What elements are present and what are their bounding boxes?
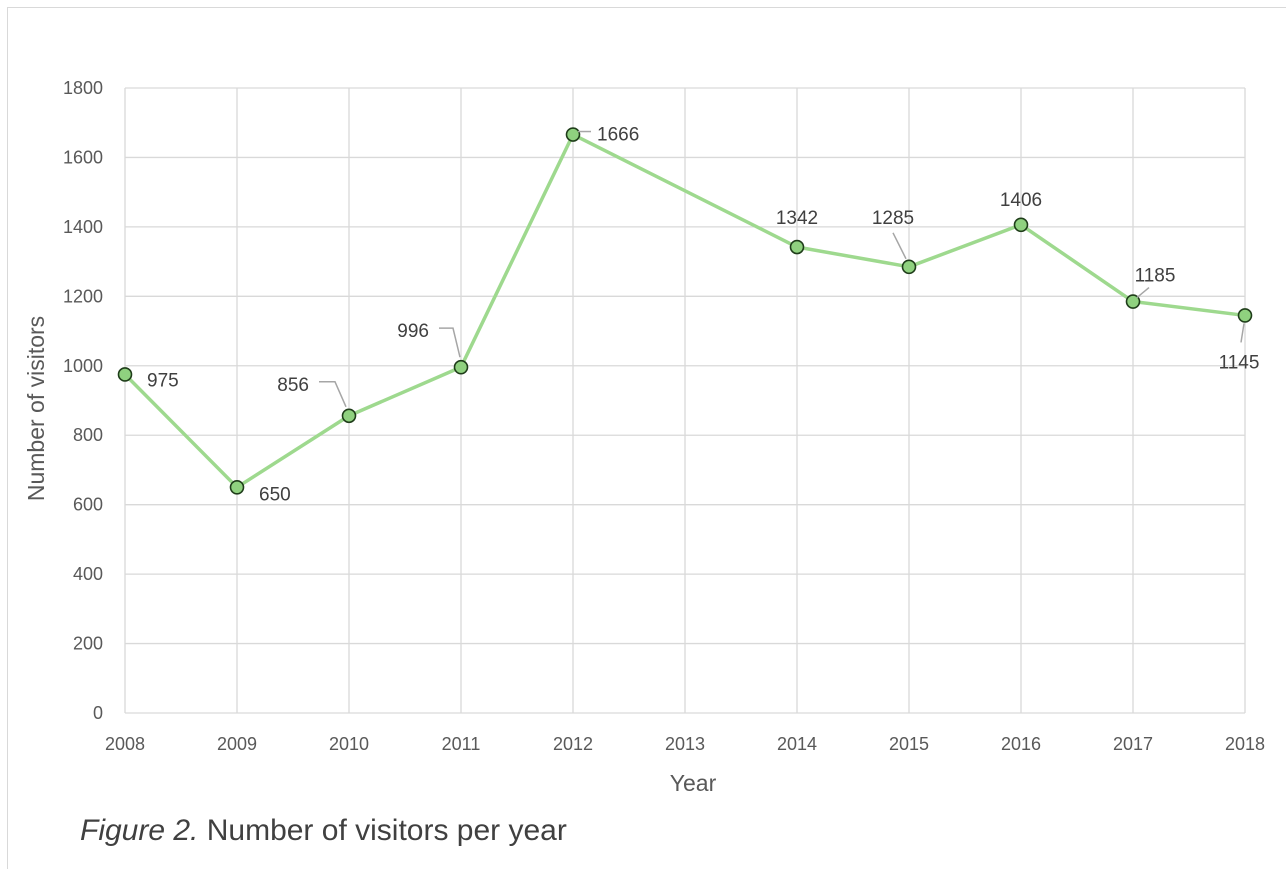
x-tick-label: 2008 <box>105 734 145 754</box>
data-point <box>1237 308 1253 323</box>
y-tick-label: 1800 <box>63 78 103 98</box>
caption-text: Number of visitors per year <box>198 814 567 847</box>
series-line <box>123 132 1246 490</box>
x-tick-label: 2016 <box>1001 734 1041 754</box>
data-point <box>1125 294 1141 309</box>
figure-number: Figure 2. <box>80 814 199 847</box>
x-tick-label: 2010 <box>329 734 369 754</box>
x-tick-label: 2011 <box>442 734 481 754</box>
x-tick-label: 2012 <box>553 734 593 754</box>
y-axis-title: Number of visitors <box>23 316 49 501</box>
figure-caption: Figure 2. Number of visitors per year <box>80 814 567 848</box>
y-tick-label: 200 <box>73 634 103 654</box>
leader-line <box>1136 286 1150 299</box>
x-tick-label: 2013 <box>665 734 705 754</box>
x-tick-label: 2014 <box>777 734 817 754</box>
y-tick-label: 600 <box>73 495 103 515</box>
data-label: 1145 <box>1219 352 1260 373</box>
y-tick-label: 800 <box>73 425 103 445</box>
data-labels: 975 650 856 996 1666 1342 1285 1406 1185 1145 <box>147 125 1259 506</box>
chart-frame <box>7 7 1286 869</box>
leader-line <box>319 381 347 408</box>
y-tick-label: 0 <box>93 703 103 723</box>
y-tick-label: 1600 <box>63 147 103 167</box>
data-label: 856 <box>277 375 309 396</box>
data-label: 650 <box>259 484 291 505</box>
y-tick-label: 1400 <box>63 217 103 237</box>
x-tick-label: 2017 <box>1113 734 1153 754</box>
x-axis-ticks: 2008 2009 2010 2011 2012 2013 2014 2015 2016 2017… <box>105 734 1265 754</box>
data-point <box>341 408 357 424</box>
data-point <box>453 359 469 375</box>
data-label: 996 <box>397 321 429 342</box>
y-tick-label: 1200 <box>63 286 103 306</box>
data-point <box>229 480 245 495</box>
series-group <box>117 127 1253 495</box>
leader-line <box>1240 323 1245 343</box>
grid-lines <box>124 87 1246 714</box>
data-label: 1666 <box>597 125 639 146</box>
data-point <box>1013 217 1029 233</box>
data-label: 1285 <box>872 208 914 229</box>
data-label: 1185 <box>1135 266 1176 287</box>
x-axis-title: Year <box>670 770 717 796</box>
leader-line <box>892 232 907 260</box>
data-label: 1406 <box>1000 190 1042 211</box>
data-point <box>565 127 581 142</box>
data-label: 1342 <box>776 208 818 229</box>
x-tick-label: 2018 <box>1225 734 1265 754</box>
leader-line <box>439 327 461 358</box>
y-tick-label: 400 <box>73 564 103 584</box>
data-point <box>901 259 917 275</box>
x-tick-label: 2009 <box>217 734 257 754</box>
y-tick-label: 1000 <box>63 356 103 376</box>
data-label: 975 <box>147 370 179 391</box>
data-point <box>789 239 805 255</box>
x-tick-label: 2015 <box>889 734 929 754</box>
data-point <box>117 367 133 382</box>
y-axis-ticks: 0 200 400 600 800 1000 1200 1400 1600 1800 <box>63 78 103 723</box>
